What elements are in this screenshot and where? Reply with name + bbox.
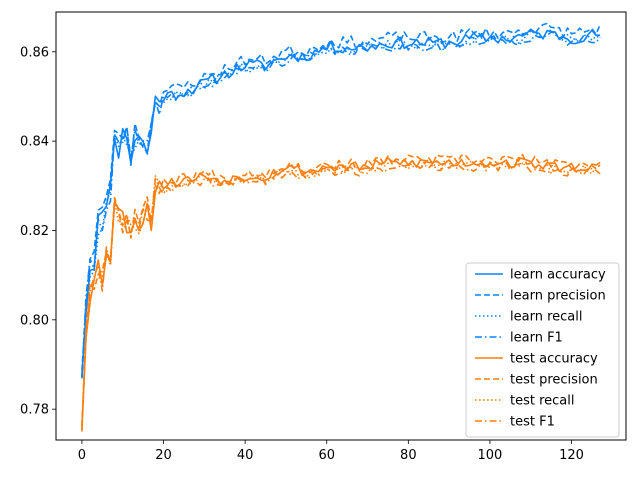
legend-label: learn F1	[510, 331, 563, 346]
y-tick-label: 0.86	[20, 45, 49, 60]
series-line-learn-accuracy	[81, 28, 601, 377]
plot-lines	[81, 22, 601, 432]
legend-label: test F1	[510, 415, 555, 430]
x-tick-label: 0	[78, 448, 86, 463]
legend-box	[465, 262, 620, 438]
series-line-learn-recall	[81, 29, 601, 378]
legend-label: test accuracy	[510, 352, 598, 367]
legend-label: learn recall	[510, 310, 582, 325]
x-tick-label: 80	[400, 448, 417, 463]
legend-label: learn accuracy	[510, 268, 606, 283]
legend: learn accuracy learn precision learn recal…	[465, 262, 620, 438]
y-tick-label: 0.82	[20, 224, 49, 239]
x-tick-label: 20	[155, 448, 172, 463]
x-tick-label: 40	[237, 448, 254, 463]
y-tick-label: 0.78	[20, 403, 49, 418]
legend-label: test precision	[510, 373, 598, 388]
legend-label: test recall	[510, 394, 575, 409]
series-line-test-f1	[81, 161, 601, 432]
y-tick-label: 0.80	[20, 313, 49, 328]
y-tick-label: 0.84	[20, 135, 49, 150]
y-axis: 0.78 0.80 0.82 0.84 0.86	[20, 45, 56, 418]
series-line-test-accuracy	[81, 156, 601, 428]
x-tick-label: 100	[478, 448, 503, 463]
series-line-learn-f1	[81, 31, 601, 379]
legend-label: learn precision	[510, 289, 606, 304]
x-tick-label: 60	[318, 448, 335, 463]
axes-frame	[55, 11, 627, 441]
x-axis: 0 20 40 60 80 100 120	[78, 440, 584, 463]
x-tick-label: 120	[559, 448, 584, 463]
